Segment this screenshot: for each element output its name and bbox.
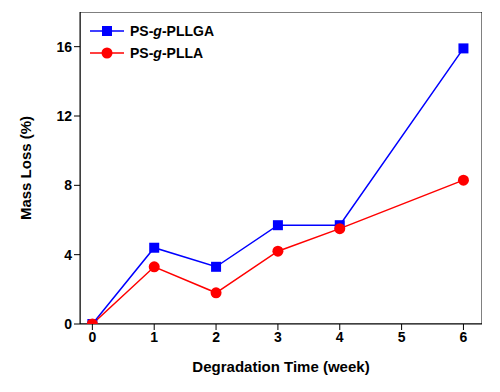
svg-text:5: 5: [398, 329, 406, 345]
svg-text:4: 4: [336, 329, 344, 345]
svg-text:6: 6: [460, 329, 468, 345]
html-text:PS - g - PLLGA: PS - g - PLLGA: [130, 23, 214, 39]
svg-text:0: 0: [64, 316, 72, 332]
svg-text:4: 4: [64, 247, 72, 263]
svg-text:3: 3: [274, 329, 282, 345]
svg-text:Mass Loss (%): Mass Loss (%): [17, 116, 34, 220]
svg-text:12: 12: [56, 108, 72, 124]
svg-text:8: 8: [64, 177, 72, 193]
svg-text:Degradation Time (week): Degradation Time (week): [192, 358, 369, 375]
html-text:PS - g - PLLA: PS - g - PLLA: [130, 45, 204, 61]
svg-text:16: 16: [56, 39, 72, 55]
svg-text:2: 2: [212, 329, 220, 345]
svg-text:1: 1: [150, 329, 158, 345]
svg-text:0: 0: [88, 329, 96, 345]
